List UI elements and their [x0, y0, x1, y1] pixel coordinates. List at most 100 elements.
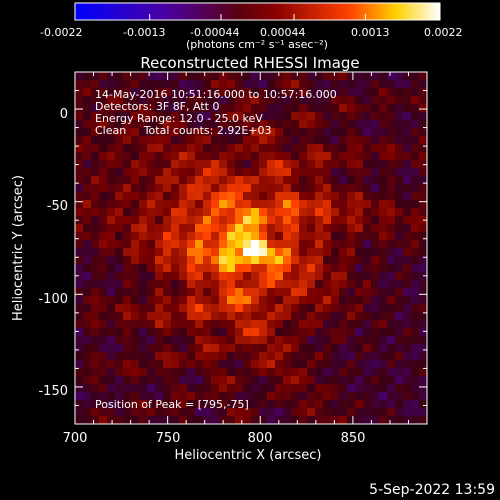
heatmap-cell: [131, 80, 140, 89]
heatmap-cell: [251, 352, 260, 361]
heatmap-cell: [115, 400, 124, 409]
heatmap-cell: [99, 208, 108, 217]
heatmap-cell: [331, 120, 340, 129]
heatmap-cell: [139, 384, 148, 393]
heatmap-cell: [139, 288, 148, 297]
heatmap-cell: [147, 312, 156, 321]
heatmap-cell: [147, 144, 156, 153]
heatmap-cell: [411, 208, 420, 217]
heatmap-cell: [347, 400, 356, 409]
heatmap-cell: [187, 208, 196, 217]
heatmap-cell: [171, 360, 180, 369]
heatmap-cell: [83, 152, 92, 161]
heatmap-cell: [203, 320, 212, 329]
heatmap-cell: [243, 216, 252, 225]
heatmap-cell: [211, 200, 220, 209]
heatmap-cell: [267, 232, 276, 241]
heatmap-cell: [155, 128, 164, 137]
heatmap-cell: [259, 328, 268, 337]
heatmap-cell: [419, 336, 427, 345]
heatmap-cell: [283, 280, 292, 289]
heatmap-cell: [403, 376, 412, 385]
heatmap-cell: [163, 392, 172, 401]
heatmap-cell: [411, 72, 420, 81]
heatmap-cell: [115, 264, 124, 273]
heatmap-cell: [131, 280, 140, 289]
heatmap-cell: [267, 168, 276, 177]
heatmap-cell: [315, 72, 324, 81]
heatmap-cell: [203, 392, 212, 401]
heatmap-cell: [291, 208, 300, 217]
annotation-energy-range: Energy Range: 12.0 - 25.0 keV: [95, 112, 263, 125]
heatmap-cell: [123, 296, 132, 305]
heatmap-cell: [355, 400, 364, 409]
heatmap-cell: [115, 72, 124, 81]
heatmap-cell: [371, 392, 380, 401]
heatmap-cell: [147, 216, 156, 225]
heatmap-cell: [83, 328, 92, 337]
heatmap-cell: [371, 112, 380, 121]
heatmap-cell: [291, 168, 300, 177]
heatmap-cell: [331, 368, 340, 377]
heatmap-cell: [291, 152, 300, 161]
heatmap-cell: [179, 176, 188, 185]
heatmap-cell: [379, 288, 388, 297]
heatmap-cell: [163, 304, 172, 313]
heatmap-cell: [131, 152, 140, 161]
heatmap-cell: [339, 376, 348, 385]
heatmap-cell: [123, 240, 132, 249]
heatmap-cell: [163, 104, 172, 113]
heatmap-cell: [107, 376, 116, 385]
heatmap-cell: [387, 280, 396, 289]
heatmap-cell: [411, 408, 420, 417]
heatmap-cell: [187, 144, 196, 153]
heatmap-cell: [219, 120, 228, 129]
heatmap-cell: [123, 192, 132, 201]
heatmap-cell: [267, 160, 276, 169]
heatmap-cell: [291, 248, 300, 257]
heatmap-cell: [339, 96, 348, 105]
heatmap-cell: [259, 312, 268, 321]
heatmap-cell: [363, 144, 372, 153]
heatmap-cell: [123, 160, 132, 169]
heatmap-cell: [307, 184, 316, 193]
heatmap-cell: [355, 352, 364, 361]
heatmap-cell: [243, 160, 252, 169]
heatmap-cell: [251, 80, 260, 89]
heatmap-cell: [219, 160, 228, 169]
heatmap-cell: [371, 72, 380, 81]
heatmap-cell: [123, 104, 132, 113]
x-tick-750: 750: [156, 431, 181, 446]
heatmap-cell: [243, 264, 252, 273]
heatmap-cell: [379, 144, 388, 153]
heatmap-cell: [123, 256, 132, 265]
heatmap-cell: [339, 408, 348, 417]
heatmap-cell: [235, 264, 244, 273]
heatmap-cell: [115, 248, 124, 257]
heatmap-cell: [259, 120, 268, 129]
heatmap-cell: [355, 80, 364, 89]
heatmap-cell: [299, 392, 308, 401]
heatmap-cell: [299, 112, 308, 121]
heatmap-cell: [227, 72, 236, 81]
heatmap-cell: [203, 80, 212, 89]
heatmap-cell: [187, 256, 196, 265]
colorbar-tick-4: 0.0013: [351, 26, 390, 39]
heatmap-cell: [139, 176, 148, 185]
heatmap-cell: [347, 344, 356, 353]
heatmap-cell: [243, 176, 252, 185]
heatmap-cell: [99, 272, 108, 281]
heatmap-cell: [275, 312, 284, 321]
heatmap-cell: [283, 144, 292, 153]
heatmap-cell: [219, 288, 228, 297]
heatmap-cell: [163, 168, 172, 177]
heatmap-cell: [219, 304, 228, 313]
heatmap-cell: [227, 416, 236, 424]
heatmap-cell: [387, 208, 396, 217]
heatmap-cell: [235, 312, 244, 321]
heatmap-cell: [275, 224, 284, 233]
heatmap-cell: [179, 160, 188, 169]
heatmap-cell: [259, 144, 268, 153]
heatmap-cell: [179, 128, 188, 137]
heatmap-cell: [139, 88, 148, 97]
